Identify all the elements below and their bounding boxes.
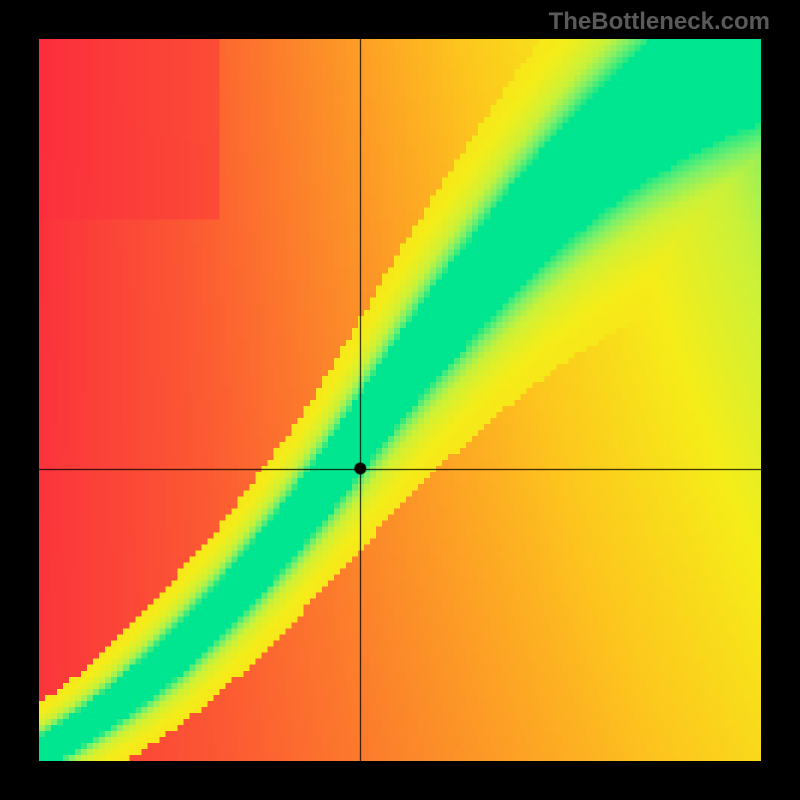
chart-container: TheBottleneck.com [0, 0, 800, 800]
watermark-text: TheBottleneck.com [549, 8, 770, 36]
bottleneck-heatmap [39, 39, 761, 761]
